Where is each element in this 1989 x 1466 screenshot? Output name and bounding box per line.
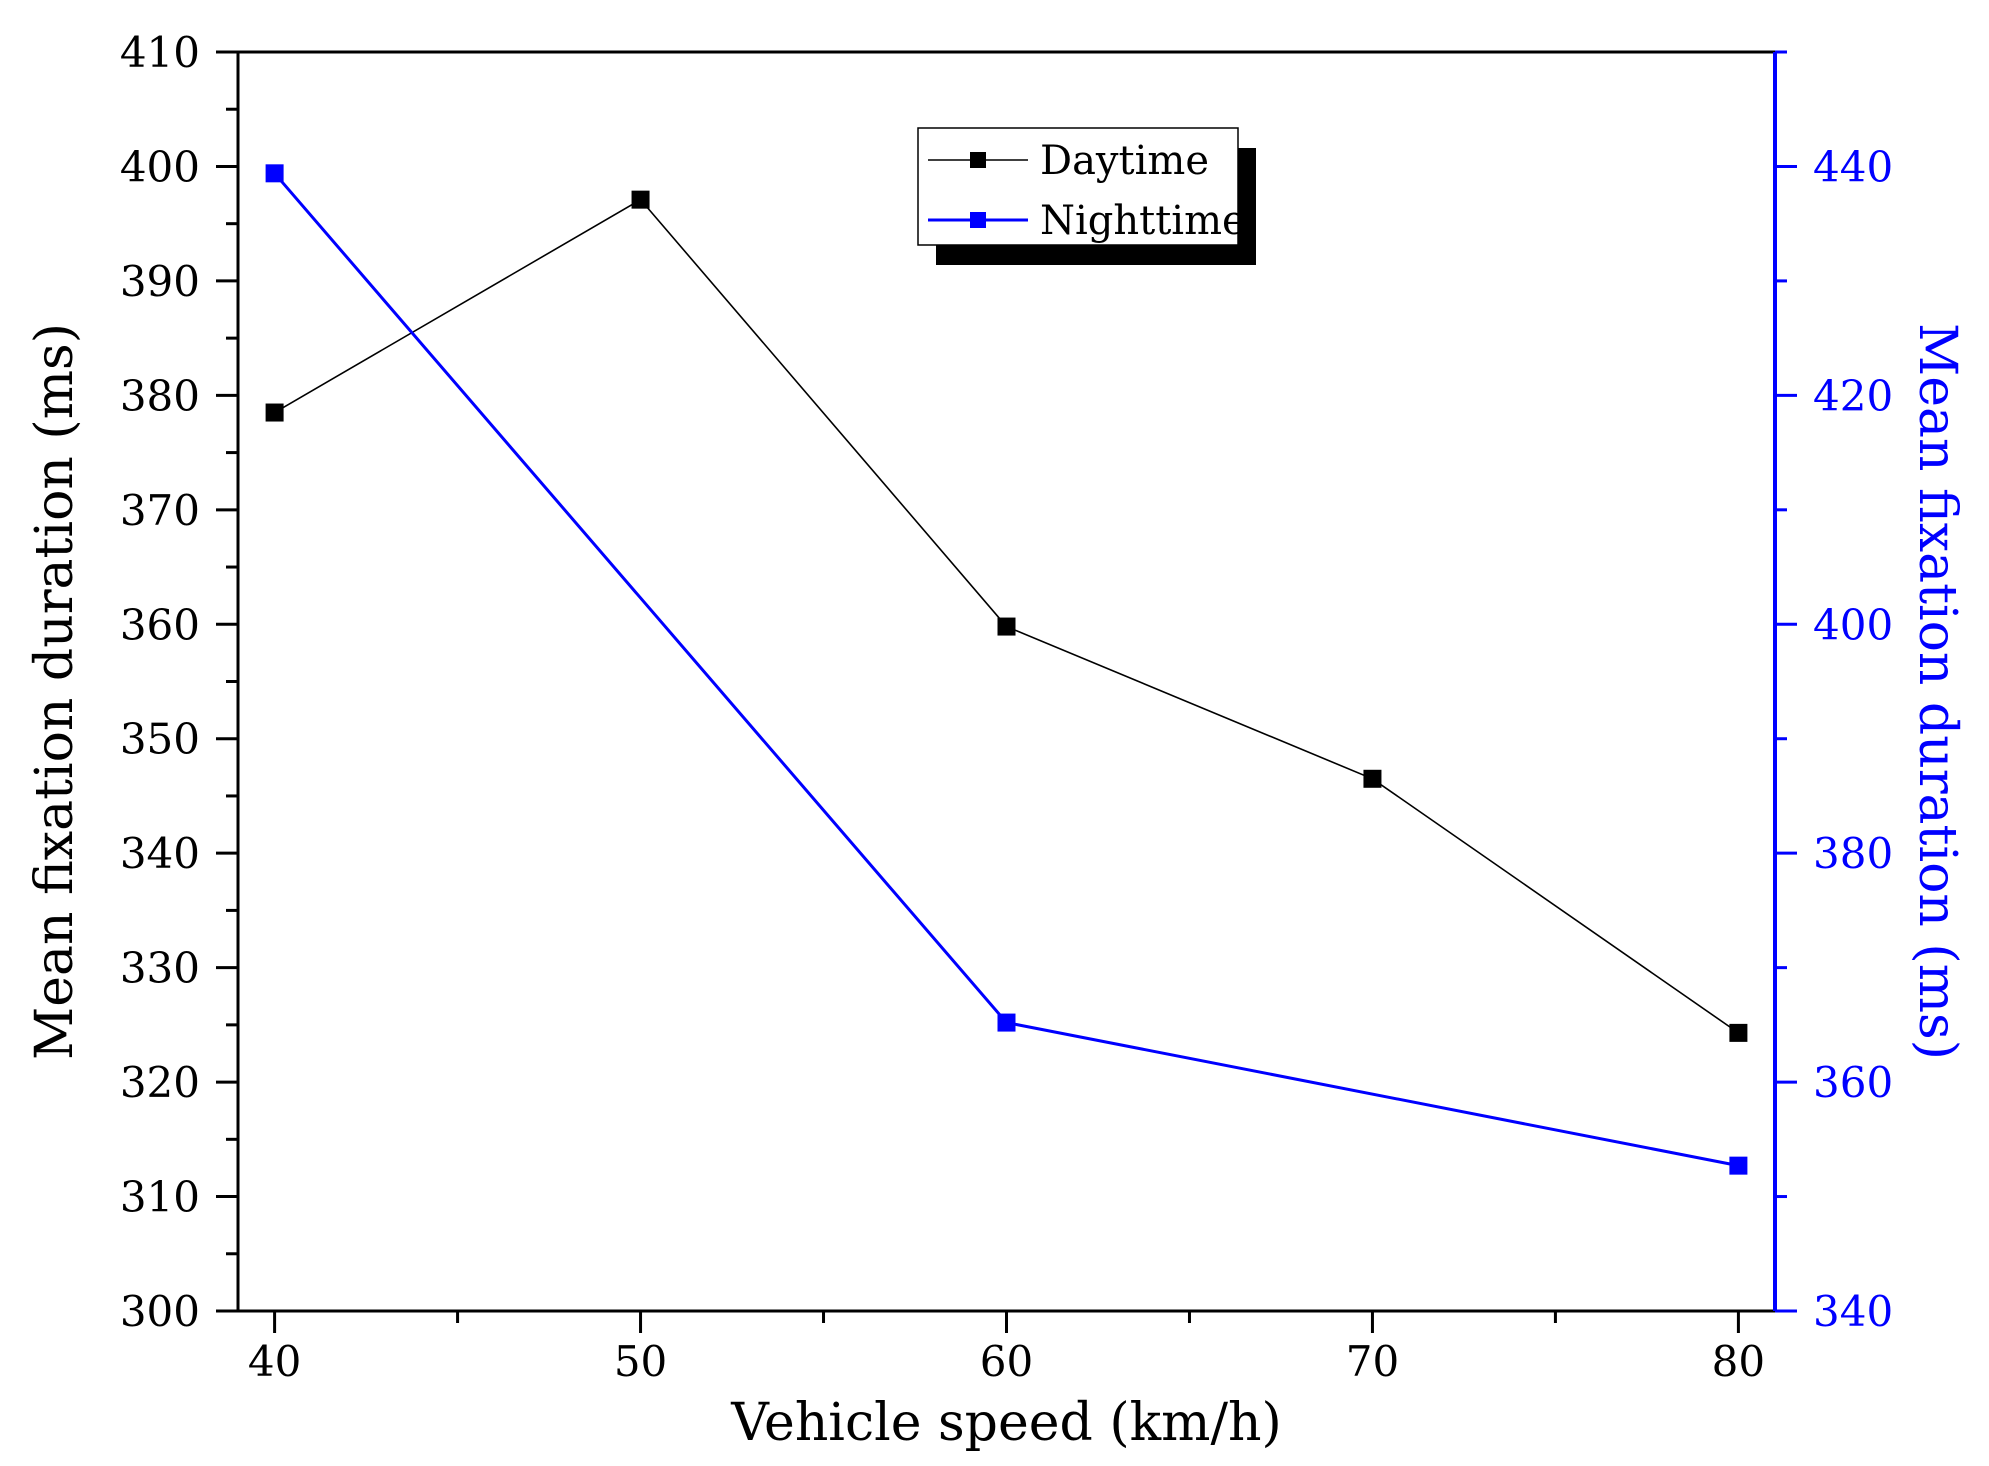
y-tick-label: 330 (120, 944, 200, 993)
y-tick-label: 400 (120, 142, 200, 191)
axes: 300 310 320 330 340 350 360 370 380 390 400 410 340 3… (120, 28, 1893, 1386)
data-point-nighttime (997, 1013, 1016, 1032)
series-daytime (265, 190, 1748, 1042)
data-point-daytime (997, 617, 1016, 636)
y-tick-label: 370 (120, 486, 200, 535)
legend-label: Daytime (1040, 138, 1209, 184)
y-tick-label: 340 (120, 829, 200, 878)
data-point-daytime (265, 403, 284, 422)
legend-marker-nighttime (970, 212, 986, 228)
legend-marker-daytime (970, 152, 986, 168)
data-point-daytime (1363, 769, 1382, 788)
y2-tick-label: 420 (1813, 371, 1893, 420)
x-tick-label: 40 (248, 1337, 301, 1386)
data-point-daytime (631, 190, 650, 209)
x-tick-label: 80 (1712, 1337, 1765, 1386)
legend: Daytime Nighttime (917, 127, 1256, 265)
y-tick-label: 300 (120, 1287, 200, 1336)
y-tick-label: 410 (120, 28, 200, 77)
series (265, 164, 1748, 1175)
data-point-nighttime (265, 164, 284, 183)
y2-tick-label: 400 (1813, 600, 1893, 649)
x-tick-label: 70 (1346, 1337, 1399, 1386)
y-tick-label: 380 (120, 371, 200, 420)
y2-tick-label: 360 (1813, 1058, 1893, 1107)
y-tick-label: 350 (120, 715, 200, 764)
x-tick-label: 50 (614, 1337, 667, 1386)
y-axis-title: Mean fixation duration (ms) (25, 323, 85, 1060)
y2-tick-label: 340 (1813, 1287, 1893, 1336)
y2-tick-label: 440 (1813, 142, 1893, 191)
y2-axis-title: Mean fixation duration (ms) (1907, 323, 1967, 1060)
x-axis-title: Vehicle speed (km/h) (730, 1393, 1281, 1453)
y-tick-label: 360 (120, 600, 200, 649)
y-tick-label: 390 (120, 257, 200, 306)
y-tick-label: 320 (120, 1058, 200, 1107)
legend-label: Nighttime (1040, 198, 1246, 244)
y-tick-label: 310 (120, 1173, 200, 1222)
y2-tick-label: 380 (1813, 829, 1893, 878)
data-point-daytime (1729, 1023, 1748, 1042)
x-tick-label: 60 (980, 1337, 1033, 1386)
data-point-nighttime (1729, 1156, 1748, 1175)
series-nighttime (265, 164, 1748, 1175)
